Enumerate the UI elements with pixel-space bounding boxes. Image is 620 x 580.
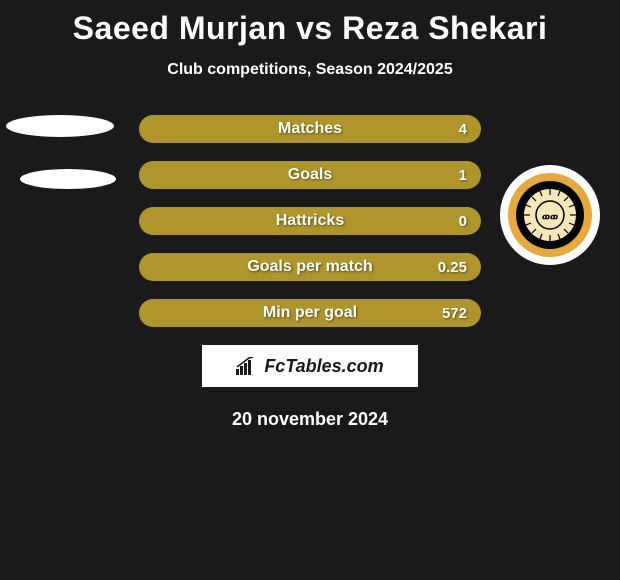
stat-value: 0.25 bbox=[438, 259, 467, 276]
brand-text: FcTables.com bbox=[264, 356, 383, 377]
page-title: Saeed Murjan vs Reza Shekari bbox=[0, 0, 620, 47]
stat-label: Goals bbox=[139, 166, 481, 184]
stat-label: Min per goal bbox=[139, 304, 481, 322]
club-logo: ወወ bbox=[500, 165, 600, 270]
date-text: 20 november 2024 bbox=[0, 409, 620, 430]
svg-text:ወወ: ወወ bbox=[542, 211, 558, 223]
stats-list: Matches 4 Goals 1 Hattricks 0 Goals per … bbox=[139, 115, 481, 327]
brand-chart-icon bbox=[236, 357, 258, 375]
stat-label: Matches bbox=[139, 120, 481, 138]
stat-label: Goals per match bbox=[139, 258, 481, 276]
left-decor bbox=[6, 115, 126, 221]
decor-ellipse bbox=[20, 169, 116, 189]
stat-value: 4 bbox=[459, 121, 467, 138]
stat-value: 572 bbox=[442, 305, 467, 322]
decor-ellipse bbox=[6, 115, 114, 137]
content-area: ወወ Matches 4 Goals 1 Hattricks 0 Goals p… bbox=[0, 115, 620, 430]
stat-label: Hattricks bbox=[139, 212, 481, 230]
stat-row-min-per-goal: Min per goal 572 bbox=[139, 299, 481, 327]
stat-row-matches: Matches 4 bbox=[139, 115, 481, 143]
subtitle: Club competitions, Season 2024/2025 bbox=[0, 61, 620, 79]
stat-row-goals: Goals 1 bbox=[139, 161, 481, 189]
stat-row-hattricks: Hattricks 0 bbox=[139, 207, 481, 235]
branding-box: FcTables.com bbox=[202, 345, 418, 387]
stat-value: 1 bbox=[459, 167, 467, 184]
stat-value: 0 bbox=[459, 213, 467, 230]
stat-row-goals-per-match: Goals per match 0.25 bbox=[139, 253, 481, 281]
